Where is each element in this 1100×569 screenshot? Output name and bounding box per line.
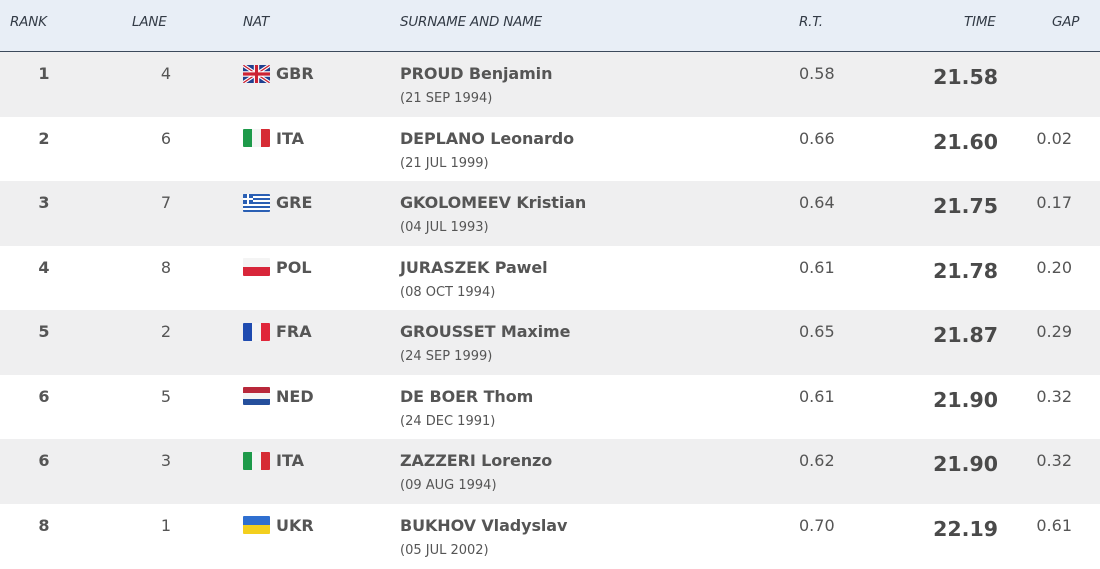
nat-code: UKR (276, 515, 314, 535)
table-row[interactable]: 6 3 ITA ZAZZERI Lorenzo (09 AUG 1994) 0.… (0, 439, 1100, 504)
reaction-time: 0.62 (799, 451, 835, 470)
lane-cell: 1 (160, 515, 172, 535)
reaction-time: 0.61 (799, 386, 835, 406)
lane-cell: 8 (160, 257, 172, 277)
table-row[interactable]: 6 5 NED DE BOER Thom (24 DEC 1991) 0.61 … (0, 375, 1100, 440)
reaction-time: 0.58 (799, 64, 835, 83)
table-header: RANK LANE NAT SURNAME AND NAME R.T. TIME… (0, 0, 1100, 52)
rank-cell: 8 (38, 515, 50, 535)
table-row[interactable]: 1 4 GBR PROUD Benjamin (21 SEP 1994) 0.5… (0, 52, 1100, 117)
gap-cell: 0.61 (1036, 515, 1072, 535)
athlete-name[interactable]: GROUSSET Maxime (400, 322, 571, 341)
birth-date: (24 SEP 1999) (400, 349, 493, 364)
header-time: TIME (964, 14, 996, 30)
header-rt: R.T. (799, 14, 823, 30)
race-time: 21.75 (933, 194, 998, 218)
nat-cell: ITA (243, 129, 304, 148)
athlete-name[interactable]: BUKHOV Vladyslav (400, 515, 568, 535)
header-rank: RANK (10, 14, 47, 30)
reaction-time: 0.65 (799, 322, 835, 341)
header-name: SURNAME AND NAME (400, 14, 542, 30)
nat-cell: ITA (243, 451, 304, 470)
table-row[interactable]: 8 1 UKR BUKHOV Vladyslav (05 JUL 2002) 0… (0, 504, 1100, 569)
lane-cell: 4 (160, 64, 172, 83)
pol-flag-icon (243, 258, 270, 276)
header-nat: NAT (243, 14, 269, 30)
athlete-name[interactable]: DE BOER Thom (400, 386, 534, 406)
lane-cell: 2 (160, 322, 172, 341)
lane-cell: 5 (160, 386, 172, 406)
athlete-name[interactable]: DEPLANO Leonardo (400, 128, 575, 148)
nat-code: FRA (276, 322, 312, 341)
nat-cell: GBR (243, 64, 314, 83)
table-row[interactable]: 4 8 POL JURASZEK Pawel (08 OCT 1994) 0.6… (0, 246, 1100, 311)
gap-cell: 0.20 (1036, 257, 1072, 277)
race-time: 21.78 (933, 258, 998, 283)
birth-date: (21 SEP 1994) (400, 91, 493, 106)
gre-flag-icon (243, 193, 270, 212)
athlete-name[interactable]: JURASZEK Pawel (400, 257, 548, 277)
reaction-time: 0.64 (799, 193, 835, 212)
nat-code: NED (276, 386, 314, 406)
ita-flag-icon (243, 451, 270, 470)
gap-cell: 0.02 (1036, 128, 1072, 148)
lane-cell: 3 (160, 451, 172, 470)
table-row[interactable]: 2 6 ITA DEPLANO Leonardo (21 JUL 1999) 0… (0, 117, 1100, 182)
race-time: 22.19 (933, 516, 998, 541)
nat-cell: POL (243, 258, 312, 277)
athlete-name[interactable]: ZAZZERI Lorenzo (400, 451, 553, 470)
rank-cell: 4 (38, 257, 50, 277)
birth-date: (05 JUL 2002) (400, 542, 489, 558)
table-row[interactable]: 3 7 GRE GKOLOMEEV Kristian (04 JUL 1993)… (0, 181, 1100, 246)
nat-cell: FRA (243, 322, 312, 341)
gap-cell: 0.29 (1036, 322, 1072, 341)
reaction-time: 0.61 (799, 257, 835, 277)
race-time: 21.90 (933, 387, 998, 412)
rank-cell: 1 (38, 64, 50, 83)
nat-code: GBR (276, 64, 314, 83)
header-gap: GAP (1052, 14, 1080, 30)
table-row[interactable]: 5 2 FRA GROUSSET Maxime (24 SEP 1999) 0.… (0, 310, 1100, 375)
nat-cell: GRE (243, 193, 312, 212)
ned-flag-icon (243, 387, 270, 405)
table-body: 1 4 GBR PROUD Benjamin (21 SEP 1994) 0.5… (0, 52, 1100, 568)
rank-cell: 3 (38, 193, 50, 212)
race-time: 21.87 (933, 323, 998, 347)
header-lane: LANE (132, 14, 167, 30)
race-time: 21.90 (933, 452, 998, 476)
gap-cell: 0.32 (1036, 386, 1072, 406)
rank-cell: 6 (38, 386, 50, 406)
birth-date: (08 OCT 1994) (400, 284, 496, 300)
nat-cell: NED (243, 387, 314, 406)
gbr-flag-icon (243, 64, 270, 83)
nat-code: ITA (276, 128, 305, 148)
ita-flag-icon (243, 129, 270, 147)
birth-date: (04 JUL 1993) (400, 220, 489, 235)
rank-cell: 5 (38, 322, 50, 341)
lane-cell: 7 (160, 193, 172, 212)
race-time: 21.60 (933, 129, 998, 154)
gap-cell: 0.32 (1036, 451, 1072, 470)
nat-cell: UKR (243, 516, 314, 535)
ukr-flag-icon (243, 516, 270, 534)
rank-cell: 2 (38, 128, 50, 148)
nat-code: ITA (276, 451, 305, 470)
birth-date: (09 AUG 1994) (400, 478, 497, 493)
gap-cell: 0.17 (1036, 193, 1072, 212)
birth-date: (21 JUL 1999) (400, 155, 489, 171)
race-time: 21.58 (933, 65, 998, 89)
fra-flag-icon (243, 322, 270, 341)
lane-cell: 6 (160, 128, 172, 148)
athlete-name[interactable]: GKOLOMEEV Kristian (400, 193, 587, 212)
birth-date: (24 DEC 1991) (400, 413, 496, 429)
nat-code: GRE (276, 193, 313, 212)
reaction-time: 0.66 (799, 128, 835, 148)
nat-code: POL (276, 257, 312, 277)
reaction-time: 0.70 (799, 515, 835, 535)
rank-cell: 6 (38, 451, 50, 470)
athlete-name[interactable]: PROUD Benjamin (400, 64, 553, 83)
